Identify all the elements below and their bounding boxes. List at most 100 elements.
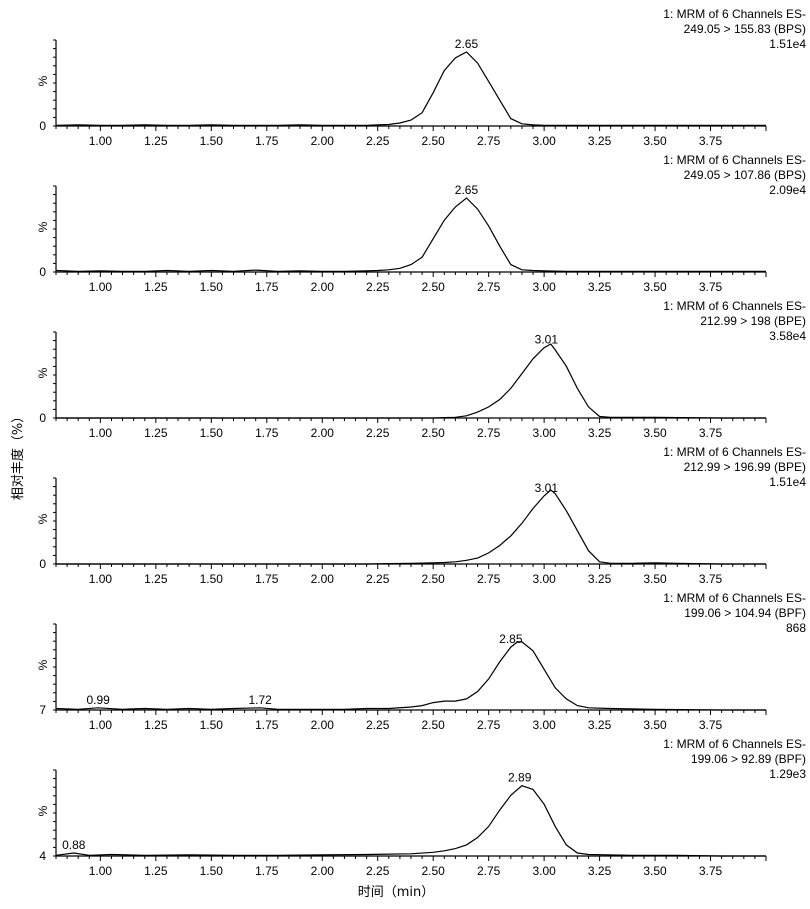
peak-label: 0.88: [62, 838, 86, 852]
x-tick-label: 2.50: [422, 134, 446, 148]
x-tick-label: 1.75: [255, 134, 279, 148]
x-tick-label: 3.25: [588, 718, 612, 732]
panel-header-line: 868: [786, 621, 806, 635]
peak-label: 2.85: [499, 632, 523, 646]
x-tick-label: 3.00: [532, 718, 556, 732]
x-tick-label: 2.75: [477, 718, 501, 732]
x-tick-label: 3.25: [588, 864, 612, 878]
x-tick-label: 3.25: [588, 572, 612, 586]
x-tick-label: 2.50: [422, 572, 446, 586]
x-tick-label: 2.25: [366, 572, 390, 586]
y-axis-symbol: %: [36, 659, 50, 670]
x-tick-label: 2.00: [311, 572, 335, 586]
y-min-label: 0: [39, 411, 46, 425]
chromatogram-trace: [55, 51, 766, 126]
peak-label: 0.99: [86, 693, 110, 707]
x-axis-title: 时间（min）: [358, 885, 435, 900]
chromatogram-panel-1: 1: MRM of 6 Channels ES-249.05 > 155.83 …: [36, 7, 806, 148]
x-tick-label: 2.50: [422, 426, 446, 440]
peak-label: 3.01: [535, 481, 559, 495]
chromatogram-trace: [55, 785, 766, 857]
panel-header-line: 3.58e4: [769, 329, 806, 343]
x-tick-label: 1.75: [255, 280, 279, 294]
x-tick-label: 3.75: [699, 134, 723, 148]
y-axis-symbol: %: [36, 367, 50, 378]
x-tick-label: 3.50: [643, 718, 667, 732]
y-min-label: 0: [39, 557, 46, 571]
y-min-label: 7: [39, 703, 46, 717]
chromatogram-panel-6: 1: MRM of 6 Channels ES-199.06 > 92.89 (…: [36, 737, 806, 878]
x-tick-label: 2.50: [422, 718, 446, 732]
x-tick-label: 2.75: [477, 280, 501, 294]
x-tick-label: 1.25: [144, 280, 168, 294]
panel-header-line: 1: MRM of 6 Channels ES-: [663, 299, 806, 313]
x-tick-label: 2.25: [366, 426, 390, 440]
chromatogram-panel-5: 1: MRM of 6 Channels ES-199.06 > 104.94 …: [36, 591, 806, 732]
x-tick-label: 2.75: [477, 864, 501, 878]
x-tick-label: 2.25: [366, 134, 390, 148]
x-tick-label: 2.25: [366, 280, 390, 294]
chromatogram-panel-3: 1: MRM of 6 Channels ES-212.99 > 198 (BP…: [36, 299, 806, 440]
x-tick-label: 1.50: [200, 426, 224, 440]
x-tick-label: 1.00: [89, 280, 113, 294]
x-tick-label: 2.50: [422, 280, 446, 294]
panel-header-line: 199.06 > 104.94 (BPF): [684, 606, 806, 620]
x-tick-label: 2.00: [311, 426, 335, 440]
x-tick-label: 3.25: [588, 426, 612, 440]
x-tick-label: 3.50: [643, 864, 667, 878]
x-tick-label: 2.75: [477, 572, 501, 586]
x-tick-label: 1.75: [255, 864, 279, 878]
x-tick-label: 1.50: [200, 134, 224, 148]
x-tick-label: 1.50: [200, 572, 224, 586]
x-tick-label: 3.75: [699, 426, 723, 440]
x-tick-label: 1.25: [144, 864, 168, 878]
chromatogram-trace: [56, 343, 766, 419]
chromatogram-trace: [55, 641, 766, 711]
panel-header-line: 212.99 > 196.99 (BPE): [684, 460, 806, 474]
y-axis-title: 相对丰度（%）: [10, 410, 26, 500]
peak-label: 3.01: [535, 333, 559, 347]
peak-label: 1.72: [248, 693, 272, 707]
panel-header-line: 1: MRM of 6 Channels ES-: [663, 737, 806, 751]
y-min-label: 0: [39, 265, 46, 279]
panel-header-line: 1.51e4: [769, 475, 806, 489]
x-tick-label: 1.50: [200, 718, 224, 732]
x-tick-label: 1.00: [89, 572, 113, 586]
chromatogram-trace: [55, 197, 766, 272]
x-tick-label: 3.25: [588, 280, 612, 294]
x-tick-label: 3.50: [643, 572, 667, 586]
y-min-label: 4: [39, 849, 46, 863]
peak-label: 2.65: [455, 37, 479, 51]
y-axis-symbol: %: [36, 805, 50, 816]
panel-header-line: 212.99 > 198 (BPE): [700, 314, 806, 328]
y-axis-symbol: %: [36, 75, 50, 86]
x-tick-label: 3.50: [643, 134, 667, 148]
x-tick-label: 1.75: [255, 572, 279, 586]
x-tick-label: 1.25: [144, 572, 168, 586]
chromatogram-panels: 1: MRM of 6 Channels ES- 249.05 > 155.83 …: [36, 7, 806, 878]
panel-header-line: 1.51e4: [769, 37, 806, 51]
y-min-label: 0: [39, 119, 46, 133]
x-tick-label: 2.00: [311, 864, 335, 878]
panel-header-line: 249.05 > 155.83 (BPS): [684, 22, 806, 36]
panel-header-line: 1: MRM of 6 Channels ES-: [663, 445, 806, 459]
x-tick-label: 1.25: [144, 134, 168, 148]
panel-header-line: 199.06 > 92.89 (BPF): [691, 752, 806, 766]
x-tick-label: 3.50: [643, 280, 667, 294]
x-tick-label: 2.75: [477, 426, 501, 440]
x-tick-label: 3.75: [699, 572, 723, 586]
chromatogram-trace: [56, 489, 766, 565]
chromatogram-panel-2: 1: MRM of 6 Channels ES-249.05 > 107.86 …: [36, 153, 806, 294]
x-tick-label: 2.25: [366, 718, 390, 732]
x-tick-label: 2.00: [311, 280, 335, 294]
x-tick-label: 3.00: [532, 572, 556, 586]
x-tick-label: 3.00: [532, 864, 556, 878]
panel-header-line: 1: MRM of 6 Channels ES-: [663, 153, 806, 167]
peak-label: 2.89: [508, 771, 532, 785]
x-tick-label: 1.50: [200, 280, 224, 294]
x-tick-label: 2.00: [311, 134, 335, 148]
x-tick-label: 1.00: [89, 718, 113, 732]
x-tick-label: 1.00: [89, 426, 113, 440]
x-tick-label: 3.25: [588, 134, 612, 148]
